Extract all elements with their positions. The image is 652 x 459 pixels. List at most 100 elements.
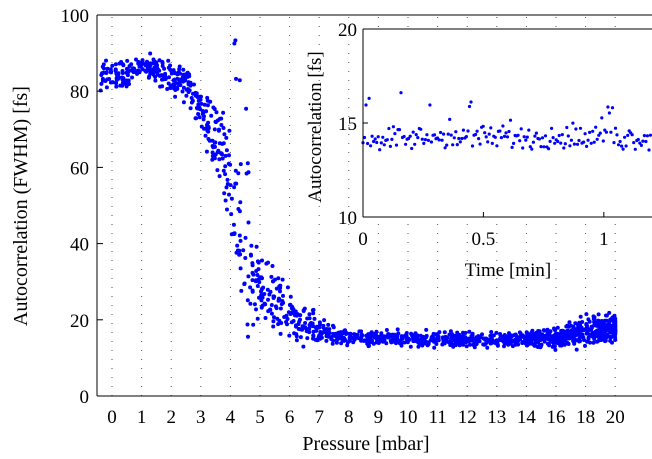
main-data-point bbox=[342, 338, 347, 343]
main-data-point bbox=[375, 336, 380, 341]
inset-data-point bbox=[410, 146, 414, 151]
main-data-point bbox=[334, 340, 339, 345]
inset-data-point bbox=[408, 134, 412, 138]
main-data-point bbox=[430, 335, 435, 339]
main-x-tick-label: 10 bbox=[399, 407, 418, 428]
main-data-point bbox=[503, 333, 508, 338]
main-data-point bbox=[421, 335, 426, 340]
main-data-point bbox=[442, 330, 447, 335]
main-data-point bbox=[236, 207, 241, 211]
inset-data-point bbox=[466, 129, 470, 133]
inset-data-point bbox=[525, 135, 529, 139]
main-data-point bbox=[608, 330, 613, 335]
main-data-point bbox=[561, 341, 566, 346]
inset-data-point bbox=[543, 134, 548, 138]
main-data-point bbox=[101, 62, 106, 67]
main-data-point bbox=[598, 335, 603, 340]
inset-data-point bbox=[577, 138, 581, 143]
main-data-point bbox=[201, 117, 206, 122]
main-data-point bbox=[244, 171, 249, 176]
inset-data-point bbox=[574, 127, 578, 131]
main-data-point bbox=[270, 264, 275, 268]
main-data-point bbox=[217, 157, 222, 162]
inset-data-point bbox=[582, 140, 586, 144]
main-data-point bbox=[588, 340, 592, 345]
main-data-point bbox=[610, 340, 614, 345]
main-data-point bbox=[573, 338, 578, 343]
main-data-point bbox=[113, 62, 118, 67]
inset-data-point bbox=[443, 146, 447, 150]
main-data-point bbox=[252, 302, 257, 307]
main-data-point bbox=[568, 330, 573, 335]
inset-data-point bbox=[648, 133, 652, 137]
inset-data-point bbox=[537, 137, 542, 141]
main-data-point bbox=[552, 344, 557, 349]
main-data-point bbox=[238, 252, 243, 257]
inset-data-point bbox=[624, 144, 628, 148]
main-data-point bbox=[186, 81, 191, 86]
main-data-point bbox=[249, 243, 254, 248]
main-data-point bbox=[196, 98, 201, 103]
main-data-point bbox=[269, 303, 274, 307]
main-data-point bbox=[553, 334, 558, 338]
main-data-point bbox=[395, 327, 400, 332]
main-data-point bbox=[584, 312, 589, 317]
inset-data-point bbox=[425, 133, 429, 137]
inset-data-point bbox=[615, 133, 619, 137]
inset-data-point bbox=[483, 131, 487, 135]
main-x-axis-label: Pressure [mbar] bbox=[302, 433, 429, 455]
inset-data-point bbox=[458, 140, 462, 144]
inset-data-point bbox=[449, 133, 453, 137]
main-data-point bbox=[254, 307, 258, 312]
main-data-point bbox=[521, 334, 526, 339]
inset-data-point bbox=[489, 126, 493, 130]
main-data-point bbox=[468, 342, 472, 347]
main-data-point bbox=[564, 324, 569, 329]
main-data-point bbox=[169, 71, 174, 76]
main-data-point bbox=[268, 307, 273, 312]
main-data-point bbox=[534, 330, 539, 335]
main-data-point bbox=[168, 86, 173, 90]
inset-data-point bbox=[362, 135, 367, 140]
main-data-point bbox=[288, 294, 293, 299]
main-data-point bbox=[160, 59, 165, 64]
inset-data-point bbox=[467, 104, 472, 109]
main-data-point bbox=[285, 322, 289, 327]
inset-data-point bbox=[422, 141, 426, 145]
main-data-point bbox=[418, 341, 422, 346]
main-data-point bbox=[153, 75, 158, 79]
main-data-point bbox=[285, 285, 290, 290]
inset-data-point bbox=[569, 138, 574, 142]
main-data-point bbox=[259, 275, 264, 280]
main-data-point bbox=[146, 67, 151, 72]
main-data-point bbox=[238, 238, 243, 243]
main-data-point bbox=[98, 88, 103, 93]
main-x-tick-label: 9 bbox=[374, 407, 384, 428]
main-data-point bbox=[464, 344, 469, 349]
inset-data-point bbox=[413, 142, 417, 146]
main-data-point bbox=[153, 78, 158, 83]
main-data-point bbox=[455, 330, 460, 335]
main-data-point bbox=[297, 327, 302, 332]
main-data-point bbox=[342, 330, 347, 335]
inset-data-point bbox=[531, 140, 536, 144]
inset-x-tick-label: 0 bbox=[358, 229, 368, 250]
main-data-point bbox=[260, 303, 265, 308]
main-data-point bbox=[156, 67, 160, 72]
main-data-point bbox=[301, 344, 306, 349]
inset-data-point bbox=[367, 96, 371, 100]
inset-data-point bbox=[530, 147, 534, 151]
inset-x-ticks: 0 0.5 1 bbox=[358, 212, 609, 250]
inset-data-point bbox=[524, 138, 528, 142]
inset-data-point bbox=[378, 148, 382, 152]
main-data-point bbox=[234, 181, 239, 186]
main-data-point bbox=[199, 101, 204, 106]
main-data-point bbox=[352, 332, 357, 337]
main-data-point bbox=[99, 81, 104, 86]
main-data-point bbox=[578, 314, 583, 319]
main-data-point bbox=[287, 333, 292, 338]
inset-data-point bbox=[373, 137, 377, 141]
main-data-point bbox=[280, 277, 285, 282]
main-data-point bbox=[178, 71, 182, 76]
